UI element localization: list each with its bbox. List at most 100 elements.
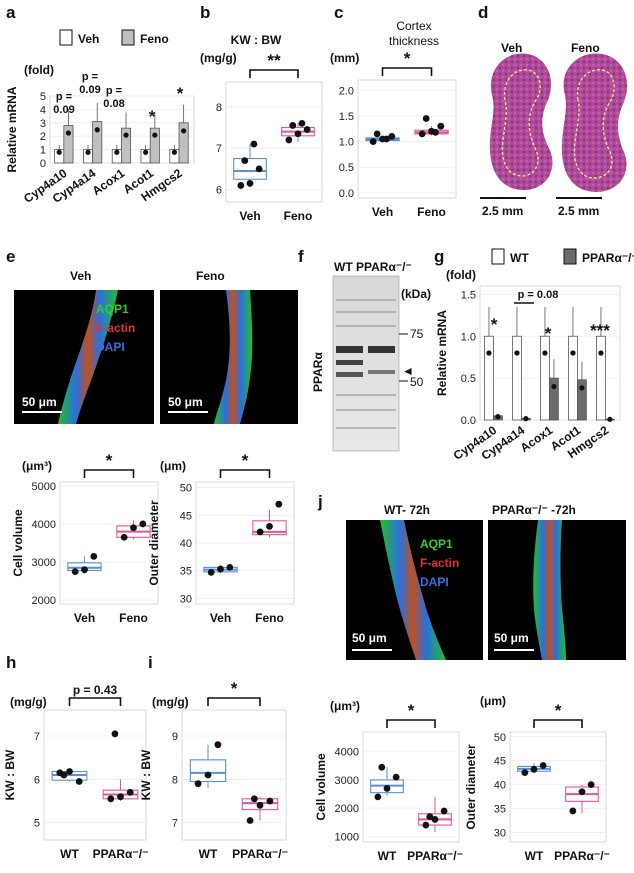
data-point bbox=[569, 807, 577, 815]
significance-bracket bbox=[533, 719, 583, 728]
if-j-left-title: WT- 72h bbox=[384, 503, 430, 517]
x-tick-label: WT bbox=[199, 847, 218, 861]
chart-j_od: 30 35 40 45 50 (μm) Outer diameter WT PPARα⁻/⁻ * bbox=[464, 694, 610, 863]
data-point bbox=[587, 781, 595, 789]
chart-i: 7 8 9 (mg/g) KW : BW WT PPARα⁻/⁻ * bbox=[139, 679, 288, 861]
data-point bbox=[241, 157, 249, 165]
data-point bbox=[486, 350, 492, 356]
panel-label-i: i bbox=[148, 653, 153, 672]
annotation: *** bbox=[590, 321, 610, 340]
annotation: 0.08 bbox=[103, 98, 124, 110]
y-tick-label: 0.0 bbox=[339, 188, 354, 200]
bar-Cyp4a14 bbox=[512, 335, 522, 421]
significance-bracket bbox=[249, 69, 299, 78]
y-axis-label: Relative mRNA bbox=[5, 86, 19, 172]
data-point bbox=[383, 785, 391, 792]
data-point bbox=[369, 138, 377, 145]
data-point bbox=[123, 132, 129, 138]
y-unit: (μm³) bbox=[330, 699, 360, 713]
data-point bbox=[130, 524, 137, 532]
blot-arrowhead-icon: ◄ bbox=[402, 364, 414, 378]
kidney-micrographs: Veh Feno 2.5 mm 2.5 mm bbox=[480, 41, 628, 218]
significance-bracket bbox=[68, 697, 122, 706]
chart-title: thickness bbox=[389, 34, 439, 48]
data-point bbox=[60, 771, 68, 779]
bar-Hmgcs2 bbox=[596, 335, 606, 421]
x-tick-label: Feno bbox=[417, 205, 446, 219]
y-tick-label: 8 bbox=[172, 774, 178, 786]
y-tick-label: 1000 bbox=[335, 831, 359, 843]
if-j-right-title: PPARα⁻/⁻ -72h bbox=[492, 503, 576, 517]
panel-label-f: f bbox=[298, 247, 304, 266]
bar-Acot1 bbox=[568, 335, 578, 421]
significance-label: * bbox=[242, 451, 249, 470]
significance-label: ** bbox=[267, 51, 281, 70]
data-point bbox=[226, 564, 234, 571]
plot-area bbox=[59, 481, 159, 605]
data-point bbox=[426, 813, 434, 821]
data-point bbox=[607, 416, 613, 422]
data-point bbox=[204, 771, 212, 779]
panel-label-b: b bbox=[200, 3, 210, 22]
data-point bbox=[422, 115, 430, 122]
y-tick-label: 30 bbox=[494, 827, 506, 839]
data-point bbox=[431, 816, 439, 823]
y-tick-label: 7 bbox=[216, 143, 222, 155]
y-tick-label: 40 bbox=[494, 780, 506, 792]
y-tick-label: 4 bbox=[40, 104, 46, 116]
data-point bbox=[523, 416, 529, 422]
y-tick-label: 9 bbox=[172, 731, 178, 743]
data-point bbox=[246, 817, 254, 824]
if-e-dapi-label: DAPI bbox=[96, 340, 125, 354]
y-unit: (mg/g) bbox=[10, 695, 47, 709]
blot-band-wt-1 bbox=[336, 346, 363, 353]
bar-Cyp4a10 bbox=[484, 335, 494, 421]
blot-band-ko-1 bbox=[368, 346, 395, 353]
annotation: * bbox=[177, 84, 184, 103]
significance-label: * bbox=[106, 451, 113, 470]
western-blot-f: WT PPARα⁻/⁻ (kDa) 75 ◄ 50 PPARα bbox=[311, 260, 431, 452]
data-point bbox=[521, 769, 529, 777]
data-point bbox=[120, 533, 128, 541]
data-point bbox=[539, 762, 547, 769]
data-point bbox=[285, 136, 293, 144]
blot-kda-label: (kDa) bbox=[401, 287, 431, 301]
y-tick-label: 2.0 bbox=[339, 85, 354, 97]
legend-label: Feno bbox=[140, 32, 169, 46]
if-e-scale-left: 50 μm bbox=[22, 395, 57, 409]
data-point bbox=[250, 140, 258, 148]
if-j-aqp1-label: AQP1 bbox=[420, 537, 453, 551]
data-point bbox=[303, 126, 311, 133]
annotation: p = bbox=[106, 85, 122, 97]
x-tick-label: Acox1 bbox=[518, 423, 556, 455]
data-point bbox=[75, 778, 83, 785]
legend-swatch bbox=[491, 248, 505, 265]
y-unit: (μm) bbox=[480, 694, 506, 708]
significance-bracket bbox=[386, 719, 436, 728]
x-tick-label: Feno bbox=[119, 611, 148, 625]
y-unit: (mg/g) bbox=[200, 51, 237, 65]
data-point bbox=[440, 807, 448, 815]
data-point bbox=[294, 130, 302, 138]
annotation: 0.09 bbox=[53, 104, 74, 116]
annotation: 0.09 bbox=[79, 84, 100, 96]
if-j-ko-tubule bbox=[533, 520, 566, 660]
data-point bbox=[71, 568, 79, 575]
kidney-scale-right: 2.5 mm bbox=[558, 204, 599, 218]
data-point bbox=[171, 149, 178, 155]
data-point bbox=[256, 801, 264, 809]
data-point bbox=[289, 122, 297, 129]
y-tick-label: 5000 bbox=[32, 481, 56, 493]
blot-ylabel: PPARα bbox=[311, 352, 325, 392]
y-axis-label: Outer diameter bbox=[464, 744, 478, 830]
y-tick-label: 3000 bbox=[32, 557, 56, 569]
data-point bbox=[542, 350, 548, 356]
data-point bbox=[207, 568, 215, 576]
if-e-scale-right: 50 μm bbox=[168, 395, 203, 409]
y-tick-label: 4000 bbox=[32, 519, 56, 531]
blot-marker-75: 75 bbox=[410, 327, 424, 341]
y-tick-label: 1.0 bbox=[339, 137, 354, 149]
data-point bbox=[392, 773, 400, 781]
data-point bbox=[418, 130, 426, 138]
panel-label-g: g bbox=[434, 247, 444, 266]
